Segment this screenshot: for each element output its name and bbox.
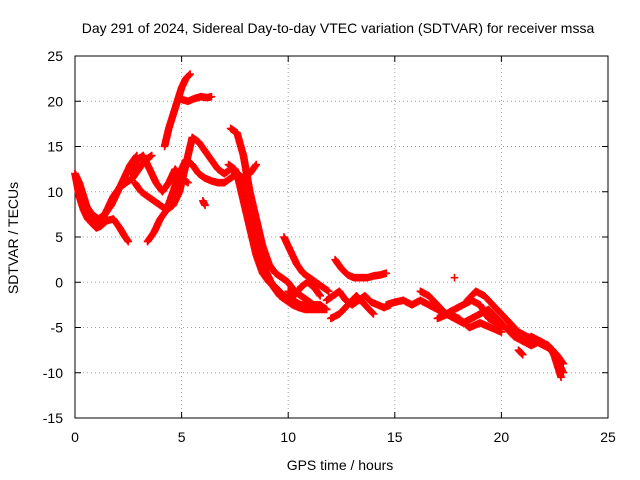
data-points: [71, 70, 568, 382]
data-point: [497, 328, 506, 336]
data-point: [185, 71, 194, 79]
grid: [75, 56, 608, 418]
chart-title: Day 291 of 2024, Sidereal Day-to-day VTE…: [82, 20, 595, 36]
series-track-16: [331, 255, 391, 282]
y-tick-label: 20: [47, 93, 63, 109]
y-tick-label: 0: [55, 274, 63, 290]
y-tick-label: 5: [55, 229, 63, 245]
y-tick-label: -15: [43, 410, 63, 426]
data-point: [382, 269, 391, 277]
series-track-23: [514, 346, 527, 359]
y-tick-label: 25: [47, 48, 63, 64]
x-tick-label: 15: [387, 429, 403, 445]
y-tick-label: -5: [51, 320, 64, 336]
y-axis-label: SDTVAR / TECUs: [5, 182, 21, 294]
series-track-17: [327, 292, 378, 323]
x-tick-label: 0: [71, 429, 79, 445]
series-track-14: [284, 278, 324, 300]
data-point: [557, 373, 565, 382]
series-track-8: [160, 70, 194, 151]
data-point: [518, 350, 527, 359]
data-point: [201, 201, 209, 210]
data-point: [184, 178, 192, 187]
x-tick-label: 20: [494, 429, 510, 445]
data-point: [320, 305, 329, 314]
series-track-20: [463, 287, 565, 382]
axis-ticks: 0 5 10 15 20 25 -15 -10 -5 0 5 10 15 20 25: [43, 48, 616, 445]
series-track-22: [450, 273, 459, 282]
series-track-21: [433, 310, 506, 336]
data-point: [368, 309, 377, 317]
data-point: [207, 92, 216, 101]
series-track-18: [382, 296, 568, 377]
x-axis-label: GPS time / hours: [287, 457, 394, 473]
y-tick-label: 10: [47, 184, 63, 200]
series-track-9: [177, 92, 216, 106]
data-point: [252, 160, 261, 169]
series-track-10: [199, 197, 209, 210]
data-point: [124, 237, 133, 246]
y-tick-label: 15: [47, 139, 63, 155]
data-point: [316, 292, 324, 300]
x-tick-label: 25: [600, 429, 616, 445]
data-point: [324, 287, 333, 296]
series-track-13: [280, 233, 333, 296]
data-point: [559, 359, 568, 368]
x-tick-label: 10: [280, 429, 296, 445]
data-point: [369, 310, 378, 318]
data-point: [147, 151, 156, 160]
plot-frame: [74, 55, 609, 419]
x-tick-label: 5: [178, 429, 186, 445]
data-point: [186, 70, 194, 78]
y-tick-label: -10: [43, 365, 63, 381]
series-track-12: [224, 160, 329, 314]
data-point: [518, 349, 526, 358]
data-point: [450, 273, 459, 282]
